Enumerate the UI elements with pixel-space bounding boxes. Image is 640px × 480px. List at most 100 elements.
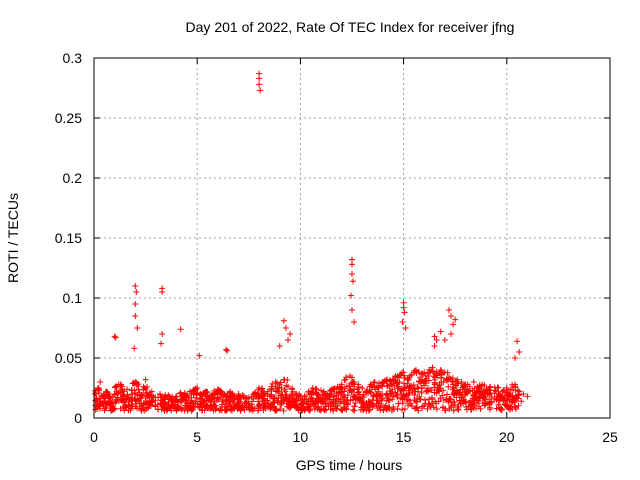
data-point [348, 389, 355, 396]
data-point [413, 404, 420, 411]
data-point [257, 405, 264, 412]
grid [94, 58, 610, 418]
data-point [449, 375, 456, 382]
data-point [290, 396, 297, 403]
data-point [128, 387, 135, 394]
data-point [406, 383, 413, 390]
data-point [462, 398, 469, 405]
data-point [418, 385, 425, 392]
data-points [92, 70, 531, 414]
data-point [343, 396, 350, 403]
data-point [467, 406, 474, 413]
data-point [163, 405, 170, 412]
data-point [162, 392, 169, 399]
data-point [207, 405, 214, 412]
data-point [459, 382, 466, 389]
data-point [341, 388, 348, 395]
data-point [405, 376, 412, 383]
data-point [463, 403, 470, 410]
data-point [394, 393, 401, 400]
data-point [450, 384, 457, 391]
data-point [335, 395, 342, 402]
data-point [95, 402, 102, 409]
data-point [377, 382, 384, 389]
data-point [133, 289, 140, 295]
data-point [198, 391, 205, 398]
data-point [198, 401, 205, 408]
data-point [178, 406, 185, 413]
data-point [511, 399, 518, 406]
x-axis-label: GPS time / hours [296, 457, 403, 473]
data-point [451, 399, 458, 406]
data-point [112, 334, 119, 341]
data-point [182, 402, 189, 409]
data-point [435, 398, 442, 405]
y-tick-label: 0 [74, 410, 82, 426]
data-point [401, 406, 408, 413]
y-tick-label: 0.25 [55, 110, 82, 126]
data-point [227, 406, 234, 413]
x-tick-label: 0 [90, 429, 98, 445]
x-tick-label: 15 [396, 429, 412, 445]
data-point [344, 400, 351, 407]
data-point [278, 401, 285, 408]
data-point [270, 400, 277, 407]
data-point [157, 394, 164, 401]
data-point [488, 394, 495, 401]
data-point [310, 390, 317, 397]
data-point [504, 389, 511, 396]
data-point [402, 325, 409, 331]
data-point [426, 401, 433, 408]
data-point [414, 395, 421, 402]
data-point [152, 402, 159, 409]
data-point [137, 395, 144, 402]
data-point [192, 386, 199, 393]
data-point [295, 392, 302, 399]
data-point [351, 381, 358, 388]
data-point [424, 405, 431, 412]
data-point [177, 405, 184, 412]
data-point [301, 392, 308, 399]
data-point [138, 391, 145, 398]
data-point [157, 391, 164, 398]
data-point [349, 307, 355, 313]
data-point [121, 388, 128, 395]
data-point [223, 407, 230, 414]
data-point [276, 343, 283, 349]
data-point [347, 397, 354, 404]
data-point [479, 388, 486, 395]
data-point [177, 326, 184, 333]
data-point [219, 390, 226, 397]
data-point [178, 396, 185, 403]
data-point [351, 319, 358, 325]
data-point [515, 387, 522, 394]
data-point [438, 368, 445, 375]
data-point [142, 395, 149, 402]
data-point [161, 400, 168, 407]
data-point [450, 321, 457, 328]
data-point [508, 392, 515, 399]
data-point [133, 379, 140, 386]
data-point [425, 377, 432, 384]
data-point [282, 391, 289, 398]
data-point [281, 396, 288, 403]
data-point [117, 405, 124, 412]
data-point [196, 352, 203, 359]
data-point [109, 400, 116, 407]
data-point [472, 405, 479, 412]
chart-title: Day 201 of 2022, Rate Of TEC Index for r… [186, 19, 515, 35]
data-point [275, 388, 282, 395]
data-point [417, 396, 424, 403]
data-point [377, 400, 384, 407]
data-point [458, 379, 465, 385]
data-point [361, 398, 368, 405]
data-point [312, 385, 319, 392]
data-point [437, 328, 444, 335]
data-point [111, 405, 118, 412]
data-point [273, 407, 280, 414]
data-point [148, 392, 155, 399]
data-point [212, 390, 219, 397]
data-point [422, 380, 429, 387]
data-point [294, 403, 301, 410]
data-point [423, 387, 430, 394]
